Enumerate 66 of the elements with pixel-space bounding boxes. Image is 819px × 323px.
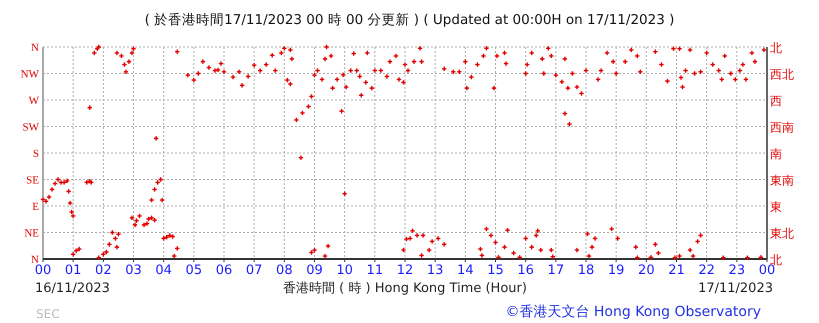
text: SE — [26, 174, 40, 186]
x-tick-label: 04 — [155, 263, 172, 278]
text: 東 — [770, 200, 782, 214]
text: W — [28, 95, 40, 107]
text: 北 — [770, 253, 782, 267]
x-tick-label: 10 — [336, 263, 353, 278]
point — [480, 53, 486, 59]
x-tick-label: 23 — [728, 263, 746, 278]
x-tick-label: 17 — [548, 263, 564, 278]
point — [148, 197, 154, 203]
point — [325, 243, 331, 249]
text: 16/11/2023 — [35, 281, 110, 296]
x-tick-label: 00 — [34, 263, 52, 278]
point — [328, 53, 334, 59]
x-tick-label: 16 — [517, 263, 534, 278]
point — [502, 50, 508, 56]
x-tick-label: 07 — [246, 263, 262, 278]
text: S — [32, 148, 39, 160]
point — [656, 250, 662, 256]
x-tick-label: 20 — [638, 263, 655, 278]
x-tick-label: 02 — [95, 263, 112, 278]
point — [592, 236, 598, 242]
text: 西南 — [770, 120, 794, 134]
text: NE — [24, 228, 40, 240]
point — [294, 117, 300, 123]
text: 17/11/2023 — [698, 281, 773, 296]
point — [510, 250, 516, 256]
x-axis-title: 香港時間 ( 時 ) Hong Kong Time (Hour) — [283, 281, 527, 296]
point — [112, 236, 118, 242]
point — [206, 64, 212, 70]
point — [749, 50, 755, 56]
point — [300, 110, 306, 116]
text: ©香港天文台 Hong Kong Observatory — [505, 304, 761, 320]
x-tick-label: 19 — [608, 263, 624, 278]
x-tick-label: 01 — [64, 263, 82, 278]
text: E — [32, 201, 40, 213]
x-tick-label: 08 — [276, 263, 293, 278]
x-tick-label: 18 — [578, 263, 594, 278]
text: 東北 — [770, 226, 794, 240]
x-tick-label: 06 — [216, 263, 232, 278]
x-tick-label: 15 — [487, 263, 504, 278]
text: NW — [20, 68, 40, 80]
point — [658, 62, 664, 68]
text: 西 — [770, 94, 782, 108]
text: 東南 — [770, 174, 794, 188]
x-tick-label: 22 — [698, 263, 715, 278]
point — [595, 76, 601, 82]
x-tick-label: 14 — [457, 263, 474, 278]
text: N — [31, 254, 40, 266]
x-tick-label: 12 — [396, 263, 414, 278]
point — [474, 62, 480, 68]
x-tick-label: 13 — [426, 263, 444, 278]
x-tick-label: 11 — [366, 263, 384, 278]
x-tick-label: 21 — [668, 263, 685, 278]
text: 南 — [770, 147, 782, 161]
point — [144, 220, 150, 226]
text: 北 — [770, 41, 782, 55]
x-tick-label: 03 — [125, 263, 142, 278]
x-tick-label: 05 — [186, 263, 202, 278]
text: SW — [22, 122, 40, 134]
text: SEC — [36, 307, 60, 321]
text: 西北 — [770, 68, 794, 82]
x-tick-label: 09 — [306, 263, 323, 278]
chart-title: ( 於香港時間17/11/2023 00 時 00 分更新 ) ( Updated at 00:00H on 17/11/2023 ) — [144, 12, 674, 28]
point — [687, 247, 693, 253]
text: N — [31, 42, 40, 54]
